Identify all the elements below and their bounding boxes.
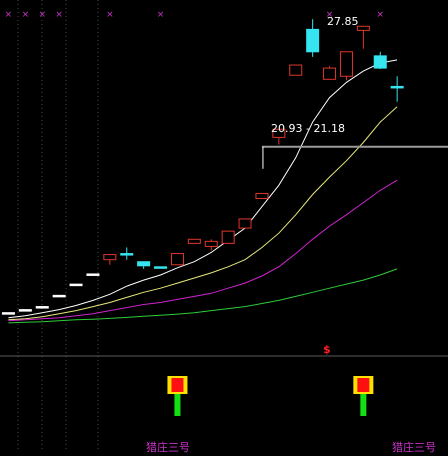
x-marker-0: × xyxy=(5,10,13,20)
candle-2 xyxy=(35,306,49,309)
x-marker-4: × xyxy=(106,10,114,20)
candle-body-6 xyxy=(103,254,117,261)
candle-body-15 xyxy=(255,192,269,200)
candle-20 xyxy=(339,51,353,81)
candle-body-1 xyxy=(18,309,32,312)
candle-body-12 xyxy=(204,240,218,247)
candle-8 xyxy=(137,261,151,269)
candle-body-2 xyxy=(35,306,49,309)
candle-body-3 xyxy=(52,294,66,298)
candle-body-16 xyxy=(272,128,286,138)
ma-line-yellow xyxy=(8,106,398,321)
candle-16 xyxy=(272,128,286,145)
signal-glyph-1 xyxy=(353,376,374,416)
candle-layer xyxy=(1,19,404,315)
x-marker-6: × xyxy=(326,10,334,20)
signal-red-1 xyxy=(357,378,370,392)
candle-body-20 xyxy=(339,51,353,77)
candle-6 xyxy=(103,254,117,265)
x-marker-7: × xyxy=(376,10,384,20)
candle-body-10 xyxy=(170,253,184,266)
candle-body-5 xyxy=(86,273,100,276)
candle-10 xyxy=(170,253,184,266)
signal-green-0 xyxy=(174,394,181,416)
candle-1 xyxy=(18,309,32,312)
x-marker-2: × xyxy=(38,10,46,20)
signal-layer xyxy=(167,376,374,416)
candle-body-0 xyxy=(1,312,15,315)
x-marker-3: × xyxy=(55,10,63,20)
moving-average-layer xyxy=(8,59,398,324)
candle-7 xyxy=(120,247,134,260)
candle-0 xyxy=(1,312,15,315)
candle-3 xyxy=(52,294,66,298)
candle-15 xyxy=(255,192,269,200)
ma-line-green xyxy=(8,268,398,324)
ma-line-magenta xyxy=(8,179,398,322)
candle-body-14 xyxy=(238,218,252,229)
candle-11 xyxy=(187,238,201,244)
x-marker-1: × xyxy=(22,10,30,20)
candle-18 xyxy=(306,19,320,57)
signal-red-0 xyxy=(171,378,184,392)
candle-4 xyxy=(69,283,83,287)
candle-17 xyxy=(289,64,303,76)
candle-body-9 xyxy=(154,266,168,269)
signal-glyph-0 xyxy=(167,376,188,416)
candle-body-23 xyxy=(390,85,404,89)
ma-line-white xyxy=(8,59,398,319)
candle-12 xyxy=(204,239,218,251)
candle-body-18 xyxy=(306,28,320,53)
candle-body-13 xyxy=(221,230,235,244)
dollar-marker: $ xyxy=(323,343,331,356)
candle-body-8 xyxy=(137,261,151,267)
candle-23 xyxy=(390,76,404,102)
reference-line-layer xyxy=(261,145,448,169)
candle-21 xyxy=(356,25,370,49)
candle-body-19 xyxy=(323,67,337,80)
x-marker-5: × xyxy=(157,10,165,20)
candle-body-17 xyxy=(289,64,303,76)
candle-5 xyxy=(86,273,100,276)
candle-19 xyxy=(323,66,337,80)
x-marker-layer: × × × × × × × × xyxy=(5,10,384,20)
candle-body-4 xyxy=(69,283,83,287)
signal-label-2: 猎庄三号 xyxy=(392,441,436,454)
candle-9 xyxy=(154,266,168,269)
range-price-label: 20.93 - 21.18 xyxy=(271,122,345,135)
high-price-label: 27.85 xyxy=(327,15,359,28)
candle-body-7 xyxy=(120,253,134,256)
signal-green-1 xyxy=(360,394,367,416)
signal-label-1: 猎庄三号 xyxy=(146,441,190,454)
candle-22 xyxy=(373,51,387,70)
candle-13 xyxy=(221,230,235,244)
candle-body-22 xyxy=(373,55,387,69)
candle-body-21 xyxy=(356,25,370,31)
candle-body-11 xyxy=(187,238,201,244)
candle-14 xyxy=(238,218,252,229)
